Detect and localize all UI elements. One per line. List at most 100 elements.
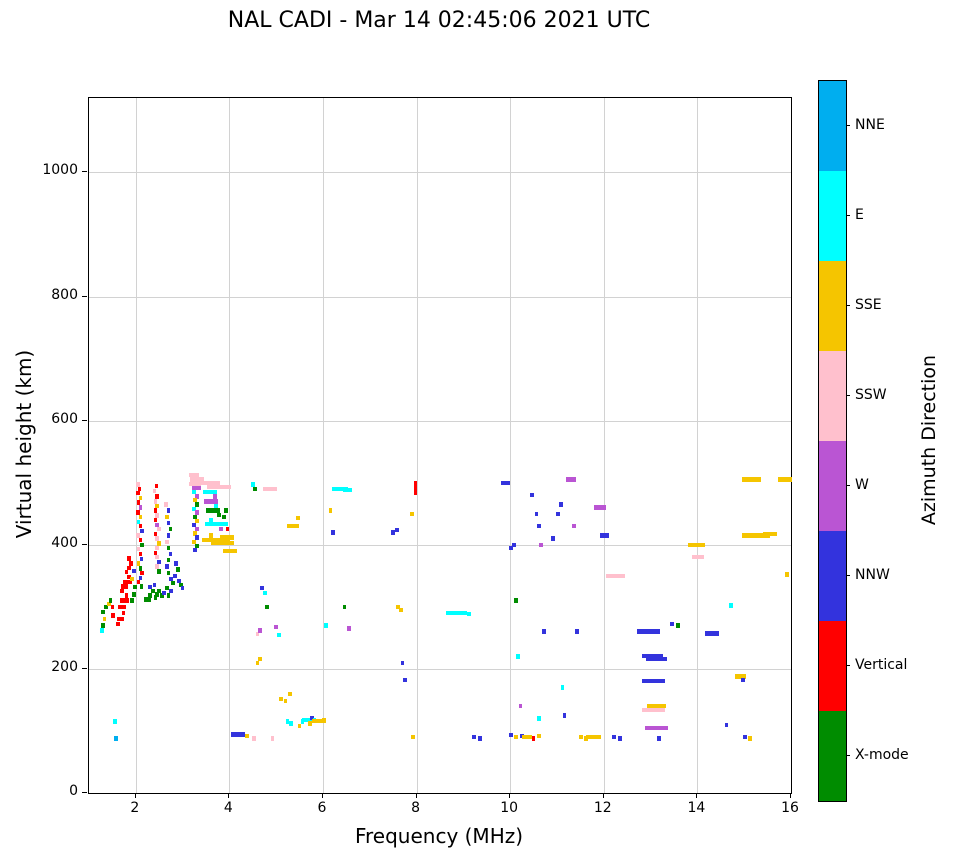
data-point <box>136 561 141 566</box>
data-point <box>191 489 196 495</box>
data-point <box>509 733 513 738</box>
data-point <box>132 568 136 574</box>
data-point <box>617 736 622 741</box>
data-point <box>138 575 143 580</box>
data-point <box>279 696 283 701</box>
data-point <box>163 502 168 507</box>
data-point <box>531 736 536 741</box>
data-point <box>302 717 312 722</box>
grid-line <box>89 544 791 546</box>
data-point <box>157 569 162 574</box>
data-point <box>251 736 256 741</box>
data-point <box>396 604 400 609</box>
data-point <box>153 508 158 513</box>
chart-title: NAL CADI - Mar 14 02:45:06 2021 UTC <box>227 8 651 33</box>
data-point <box>558 502 563 507</box>
data-point <box>157 541 162 546</box>
data-point <box>153 550 158 556</box>
data-point <box>137 486 142 492</box>
data-point <box>571 523 576 529</box>
colorbar-segment-label: NNE <box>855 117 885 133</box>
data-point <box>252 486 257 492</box>
data-point <box>600 533 610 538</box>
data-point <box>645 656 667 662</box>
data-point <box>398 607 403 613</box>
data-point <box>138 514 143 520</box>
y-tick-label: 600 <box>51 410 78 427</box>
data-point <box>323 623 328 628</box>
data-point <box>250 482 255 487</box>
data-point <box>166 545 171 551</box>
data-point <box>192 531 197 536</box>
data-point <box>520 733 525 739</box>
data-point <box>119 588 124 593</box>
data-point <box>217 512 221 518</box>
data-point <box>188 481 201 487</box>
grid-line <box>89 296 791 298</box>
colorbar-tick <box>846 485 850 486</box>
data-point <box>169 576 174 582</box>
data-point <box>410 511 414 516</box>
data-point <box>207 484 231 490</box>
data-point <box>208 517 213 523</box>
data-point <box>127 565 132 570</box>
data-point <box>642 653 664 659</box>
data-point <box>138 551 143 557</box>
data-point <box>342 488 352 493</box>
grid-line <box>229 98 231 793</box>
data-point <box>194 519 199 524</box>
data-point <box>724 722 729 727</box>
data-point <box>121 584 129 589</box>
data-point <box>467 612 471 617</box>
x-tick <box>602 793 604 798</box>
colorbar-segment-label: E <box>855 207 864 223</box>
data-point <box>221 514 226 520</box>
data-point <box>117 617 125 622</box>
data-point <box>112 719 117 724</box>
data-point <box>414 480 418 495</box>
data-point <box>166 558 171 563</box>
data-point <box>101 609 105 614</box>
data-point <box>191 506 196 511</box>
y-tick <box>82 543 87 545</box>
data-point <box>295 515 300 521</box>
data-point <box>116 622 120 627</box>
data-point <box>669 622 674 627</box>
data-point <box>594 505 606 510</box>
x-tick <box>696 793 698 798</box>
x-tick-label: 2 <box>130 800 140 816</box>
data-point <box>729 603 733 608</box>
data-point <box>162 591 166 596</box>
data-point <box>168 551 173 557</box>
data-point <box>160 593 164 598</box>
data-point <box>138 505 143 510</box>
data-point <box>778 477 793 482</box>
data-point <box>166 570 171 575</box>
x-tick-label: 14 <box>687 800 706 816</box>
colorbar-segment <box>819 81 846 171</box>
data-point <box>203 499 218 504</box>
data-point <box>166 520 171 526</box>
data-point <box>701 542 705 547</box>
data-point <box>641 707 666 713</box>
data-point <box>274 624 279 629</box>
data-point <box>111 613 116 618</box>
data-point <box>194 543 199 549</box>
data-point <box>322 717 326 722</box>
data-point <box>586 734 601 740</box>
data-point <box>213 494 218 499</box>
y-tick <box>82 667 87 669</box>
data-point <box>106 601 111 606</box>
data-point <box>734 674 747 679</box>
data-point <box>192 547 197 552</box>
data-point <box>101 623 105 628</box>
grid-line <box>510 98 512 793</box>
data-point <box>166 508 171 513</box>
data-point <box>138 523 143 529</box>
data-point <box>270 736 275 741</box>
data-point <box>138 537 143 542</box>
data-point <box>155 555 160 560</box>
data-point <box>277 632 281 637</box>
data-point <box>127 556 132 561</box>
data-point <box>180 586 185 591</box>
